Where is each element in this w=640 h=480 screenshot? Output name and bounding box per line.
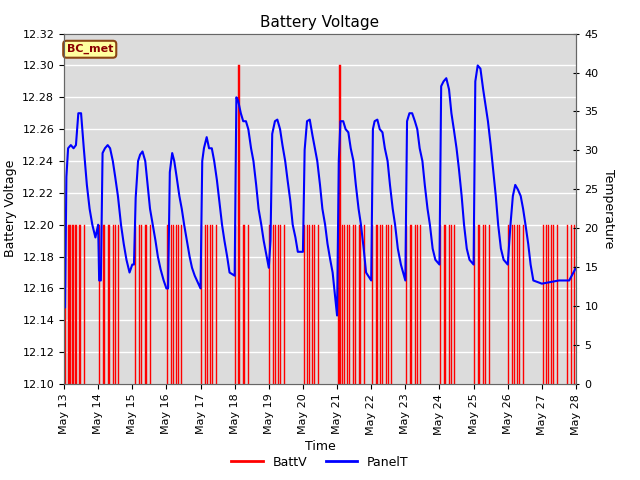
X-axis label: Time: Time	[305, 440, 335, 453]
Text: BC_met: BC_met	[67, 44, 113, 54]
Y-axis label: Battery Voltage: Battery Voltage	[4, 160, 17, 257]
Y-axis label: Temperature: Temperature	[602, 169, 615, 249]
Title: Battery Voltage: Battery Voltage	[260, 15, 380, 30]
Legend: BattV, PanelT: BattV, PanelT	[227, 451, 413, 474]
